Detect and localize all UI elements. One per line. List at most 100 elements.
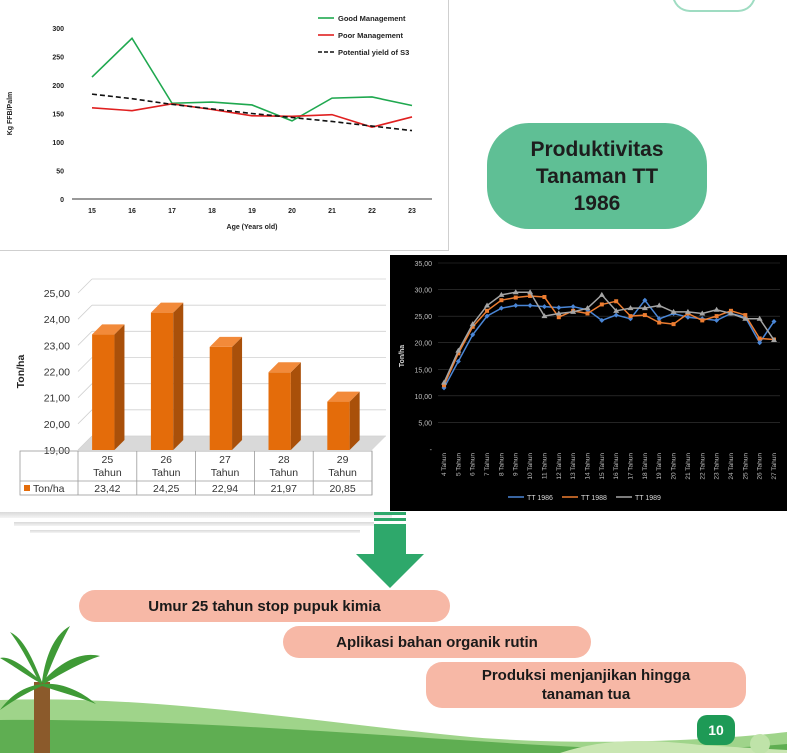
y-axis-label: Kg FFB/Palm (7, 92, 14, 136)
bar-top (209, 336, 243, 347)
title-line-1: Produktivitas (530, 137, 664, 161)
series-marker (756, 315, 763, 321)
bar-front (268, 372, 291, 450)
gridline-depth (77, 383, 93, 398)
series-marker (641, 305, 648, 311)
y-tick-label: 250 (52, 55, 64, 62)
data-value-label: 21,97 (271, 483, 297, 495)
x-tick-label: 26 Tahun (757, 453, 764, 480)
bar-front (150, 312, 174, 450)
x-tick-label: 4 Tahun (441, 453, 448, 476)
bar-side (173, 302, 184, 450)
x-tick-label: 16 (128, 208, 136, 215)
series-marker (498, 291, 505, 297)
x-tick-label: 20 Tahun (671, 453, 678, 480)
x-axis-label: Age (Years old) (227, 224, 278, 231)
category-label: 26 (160, 454, 172, 466)
data-value-label: 20,85 (329, 483, 355, 495)
series-marker (528, 293, 533, 298)
y-tick-label: 35,00 (414, 261, 432, 268)
y-tick-label: 25,00 (414, 314, 432, 321)
series-line-1 (91, 103, 413, 129)
pill-production: Produksi menjanjikan hingga tanaman tua (426, 662, 746, 708)
category-label: Tahun (93, 467, 122, 479)
data-value-label: 24,25 (153, 483, 179, 495)
y-tick-label: 20,00 (44, 419, 70, 431)
bar-side (349, 391, 360, 450)
x-tick-label: 7 Tahun (484, 453, 491, 476)
series-marker (771, 337, 777, 343)
category-label: 25 (102, 454, 114, 466)
series-marker (584, 305, 591, 311)
series-line-0 (443, 298, 775, 389)
series-marker (455, 347, 462, 353)
bar-top (150, 302, 184, 313)
title-line-3: 1986 (573, 191, 621, 215)
series-marker (714, 317, 720, 323)
bar-top (92, 324, 125, 335)
bar-top (327, 391, 360, 402)
x-tick-label: 17 (168, 208, 176, 215)
shadow-divider (0, 512, 392, 518)
series-marker (585, 311, 590, 316)
x-tick-label: 18 (208, 208, 216, 215)
y-tick-label: 100 (52, 140, 64, 147)
page-number-badge: 10 (697, 715, 735, 745)
gridline-depth (77, 278, 93, 294)
bar-top (268, 362, 301, 373)
x-tick-label: 11 Tahun (541, 453, 548, 480)
series-marker (555, 310, 562, 316)
legend-label: Ton/ha (33, 483, 65, 495)
title-bubble: Produktivitas Tanaman TT 1986 (487, 123, 707, 229)
series-marker (613, 312, 619, 318)
y-tick-label: 150 (52, 112, 64, 119)
series-marker (498, 305, 504, 311)
x-tick-label: 22 Tahun (699, 453, 706, 480)
x-tick-label: 21 (328, 208, 336, 215)
series-marker (743, 313, 748, 318)
y-tick-label: 10,00 (414, 394, 432, 401)
y-tick-label: 23,00 (44, 340, 70, 352)
series-marker (771, 318, 777, 324)
x-tick-label: 21 Tahun (685, 453, 692, 480)
arrow-down-icon (356, 512, 424, 588)
series-marker (671, 322, 676, 327)
y-tick-label: 50 (56, 169, 64, 176)
series-marker (685, 314, 691, 320)
series-marker (469, 321, 476, 327)
y-tick-label: 30,00 (414, 288, 432, 295)
legend-swatch (24, 485, 30, 491)
legend-label: Poor Management (338, 31, 404, 40)
data-value-label: 23,42 (94, 483, 120, 495)
series-marker (684, 308, 691, 314)
x-tick-label: 24 Tahun (728, 453, 735, 480)
management-line-chart: 0 50 100 150 200 250 300 15 16 17 18 19 20 21 22 23 Age … (7, 14, 432, 231)
y-axis-label: Ton/ha (15, 355, 27, 389)
x-tick-label: 19 Tahun (656, 453, 663, 480)
gridline-depth (77, 331, 93, 346)
x-tick-label: 20 (288, 208, 296, 215)
x-tick-label: 6 Tahun (470, 453, 477, 476)
bar-front (92, 334, 115, 450)
page-number: 10 (708, 722, 724, 738)
series-marker (455, 358, 461, 364)
bar-chart-panel: 19,00 20,00 21,00 22,00 23,00 24,00 25,00 Ton/h… (0, 257, 388, 507)
series-marker (642, 313, 647, 318)
line-chart-panel: 0 50 100 150 200 250 300 15 16 17 18 19 20 21 22 23 Age … (0, 0, 449, 251)
x-tick-label: 15 Tahun (599, 453, 606, 480)
series-marker (714, 314, 719, 319)
series-marker (656, 316, 662, 322)
gridline-depth (77, 409, 93, 425)
y-tick-label: 5,00 (418, 420, 432, 427)
decor-arc (672, 0, 756, 12)
series-marker (456, 351, 461, 356)
bar-side (290, 362, 301, 450)
y-tick-label: 0 (60, 197, 64, 204)
x-tick-label: 15 (88, 208, 96, 215)
x-tick-label: 19 (248, 208, 256, 215)
legend-label: Potential yield of S3 (338, 48, 409, 57)
bar-front (327, 401, 350, 450)
series-marker (757, 336, 762, 341)
series-marker (542, 295, 547, 300)
series-marker (700, 318, 705, 323)
